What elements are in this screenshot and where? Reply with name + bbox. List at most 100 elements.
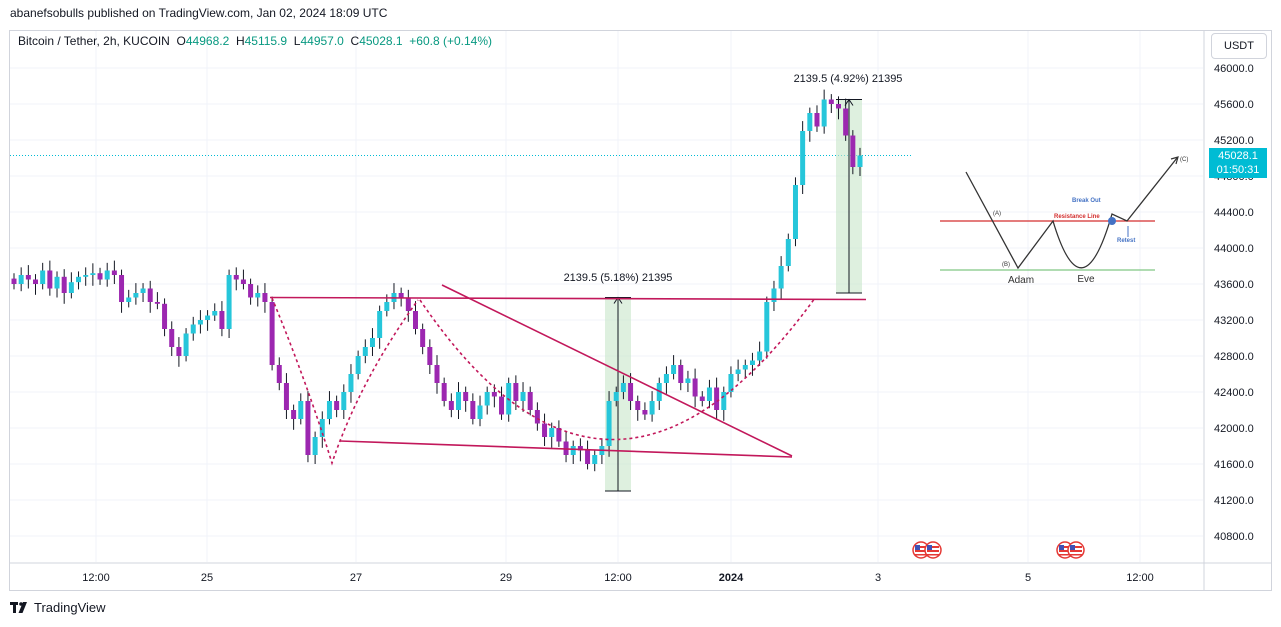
candle-body (33, 279, 39, 284)
inset-path (965, 157, 1178, 270)
candle-body (147, 288, 153, 302)
currency-button[interactable]: USDT (1211, 33, 1267, 59)
descending-line (441, 284, 793, 457)
inset-label-breakout: Break Out (1072, 198, 1101, 204)
footer-brand[interactable]: TradingView (10, 600, 106, 615)
time-tick-label: 5 (1025, 572, 1031, 584)
price-tick-label: 43600.0 (1214, 279, 1254, 291)
inset-label-eve: Eve (1077, 274, 1095, 285)
candle-body (183, 333, 189, 356)
flag-stripe (927, 546, 939, 548)
candle-body (119, 275, 125, 302)
candle-body (527, 392, 533, 410)
candle-body (685, 378, 691, 383)
price-tick-label: 44400.0 (1214, 207, 1254, 219)
flag-stripe (915, 554, 927, 556)
measure-2-label: 2139.5 (4.92%) 21395 (794, 73, 903, 85)
flag-stripe (1070, 550, 1082, 552)
candle-body (764, 302, 770, 352)
candle-body (384, 302, 390, 311)
flag-stripe (927, 550, 939, 552)
candle-body (706, 387, 712, 401)
inset-label-c: (C) (1180, 157, 1188, 163)
us-flag-event-icon[interactable] (912, 541, 930, 559)
candle-body (405, 297, 411, 311)
price-tick-label: 44000.0 (1214, 243, 1254, 255)
price-axis[interactable]: 46000.045600.045200.044800.044400.044000… (1214, 63, 1254, 543)
candle-body (828, 99, 834, 104)
candle-body (592, 455, 598, 464)
last-price-tag: 45028.1 01:50:31 (1209, 148, 1267, 178)
us-flag-event-icon[interactable] (1067, 541, 1085, 559)
flag-stripe (1070, 546, 1082, 548)
candle-body (441, 383, 447, 401)
candle-body (212, 311, 218, 316)
candle-body (11, 278, 17, 284)
candle-body (642, 410, 648, 415)
inset-label-resistance: Resistance Line (1054, 214, 1100, 220)
candle-body (613, 392, 619, 401)
chart-pane[interactable] (9, 30, 1272, 591)
inset-label-retest: Retest (1117, 238, 1135, 244)
candle-body (341, 392, 347, 410)
candle-body (857, 155, 863, 167)
candle-body (463, 392, 469, 401)
adam-curve (271, 297, 419, 466)
candle-body (97, 273, 103, 280)
candle-body (197, 320, 203, 325)
time-tick-label: 12:00 (82, 572, 110, 584)
candle-body (800, 131, 806, 185)
candle-body (255, 293, 261, 298)
candle-body (585, 450, 591, 464)
candle-body (126, 297, 132, 302)
candle-body (635, 401, 641, 410)
flag-stripe (915, 546, 927, 548)
candle-body (771, 288, 777, 302)
flag-stripe (1070, 554, 1082, 556)
candle-body (807, 113, 813, 131)
candle-body (757, 351, 763, 361)
candle-body (104, 270, 110, 280)
candle-body (556, 428, 562, 442)
candle-body (520, 392, 526, 401)
bar-countdown: 01:50:31 (1216, 164, 1260, 176)
price-tick-label: 42400.0 (1214, 387, 1254, 399)
footer-brand-text: TradingView (34, 600, 106, 615)
candle-body (577, 446, 583, 451)
inset-label-a: (A) (993, 211, 1001, 217)
candle-body (491, 392, 497, 397)
price-tick-label: 40800.0 (1214, 531, 1254, 543)
change-value: +60.8 (+0.14%) (409, 34, 492, 48)
time-tick-label: 2024 (719, 572, 744, 584)
candle-body (348, 374, 354, 392)
candle-body (291, 410, 297, 419)
candle-body (111, 270, 117, 275)
close-value: 45028.1 (359, 34, 403, 48)
measure-1-label: 2139.5 (5.18%) 21395 (564, 272, 673, 284)
flag-stripe (1059, 550, 1071, 552)
candle-body (276, 365, 282, 383)
candle-body (190, 324, 196, 334)
candle-body (219, 311, 225, 329)
candle-body (240, 279, 246, 284)
neckline (269, 296, 867, 301)
inset-breakout-dot (1108, 217, 1116, 225)
candle-body (233, 275, 239, 280)
candle-body (456, 392, 462, 410)
candle-body (484, 392, 490, 406)
candle-body (620, 383, 626, 392)
candle-body (835, 104, 841, 109)
flag-stripe (927, 554, 939, 556)
inset-arrow-c (1170, 156, 1179, 165)
candle-body (154, 302, 160, 304)
candle-body (549, 428, 555, 437)
candle-body (542, 423, 548, 437)
flag-stripe (1059, 554, 1071, 556)
us-flag-event-icon[interactable] (924, 541, 942, 559)
economic-events[interactable] (912, 541, 1085, 559)
time-axis[interactable]: 12:00 25 27 29 12:00 2024 3 5 12:00 (82, 572, 1154, 584)
candle-body (850, 135, 856, 167)
candle-body (133, 293, 139, 298)
flag-canton (1059, 545, 1064, 550)
